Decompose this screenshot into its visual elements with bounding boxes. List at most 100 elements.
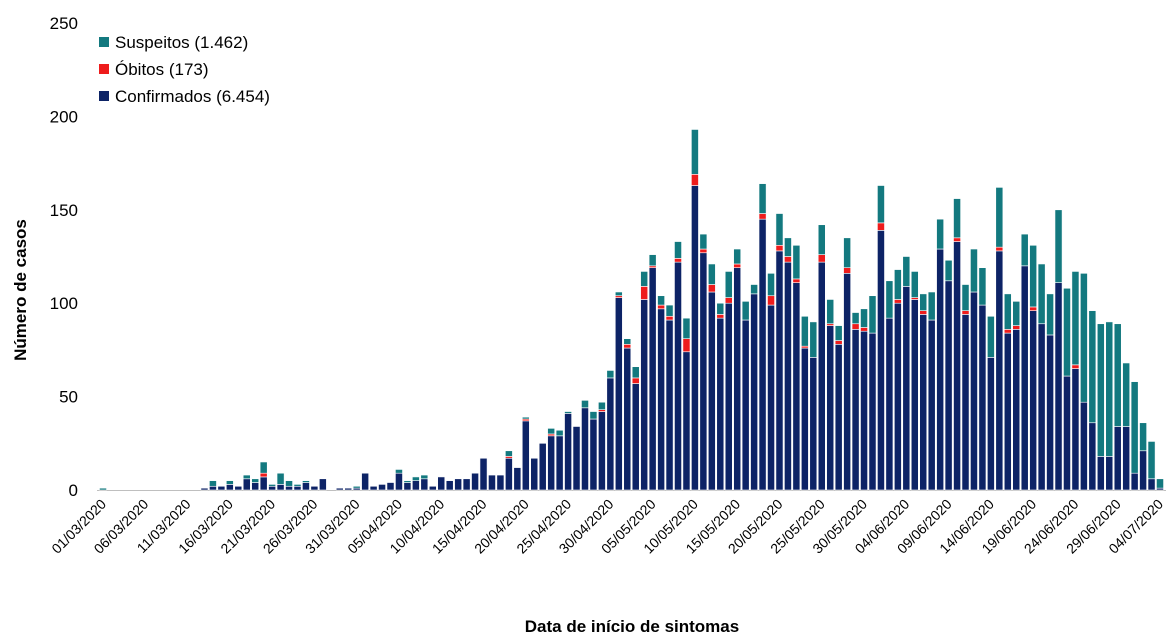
bar-segment bbox=[919, 314, 928, 491]
bar-segment bbox=[961, 314, 970, 491]
bar-segment bbox=[225, 480, 234, 485]
bar-segment bbox=[919, 293, 928, 311]
bar-segment bbox=[209, 485, 217, 491]
bar-segment bbox=[420, 478, 429, 491]
bar-segment bbox=[665, 315, 674, 321]
bar-segment bbox=[733, 263, 742, 269]
bar-segment bbox=[1029, 244, 1038, 308]
bar-segment bbox=[843, 267, 851, 274]
bar-segment bbox=[471, 472, 479, 491]
bar-segment bbox=[767, 304, 775, 491]
bar-segment bbox=[894, 269, 902, 300]
bar-segment bbox=[707, 291, 716, 491]
bar-segment bbox=[1003, 329, 1012, 334]
bar-segment bbox=[640, 299, 649, 491]
bar-segment bbox=[1088, 310, 1097, 424]
bar-segment bbox=[521, 416, 530, 420]
bar-segment bbox=[775, 213, 784, 246]
bar-segment bbox=[1037, 263, 1046, 325]
legend-swatch bbox=[99, 37, 109, 47]
bar-segment bbox=[302, 480, 310, 483]
y-tick-label: 0 bbox=[69, 481, 78, 500]
bar-segment bbox=[572, 426, 581, 491]
bar-segment bbox=[1122, 362, 1131, 427]
bar-segment bbox=[1122, 426, 1131, 491]
bar-segment bbox=[1012, 301, 1021, 326]
bar-segment bbox=[1012, 329, 1021, 491]
bar-segment bbox=[894, 299, 902, 304]
bar-segment bbox=[894, 302, 902, 491]
bar-segment bbox=[386, 482, 395, 491]
bar-segment bbox=[851, 323, 860, 330]
bar-segment bbox=[910, 299, 919, 491]
bar-segment bbox=[936, 248, 944, 491]
bar-segment bbox=[631, 377, 640, 384]
bar-segment bbox=[860, 327, 868, 332]
bar-segment bbox=[564, 411, 572, 414]
bar-segment bbox=[606, 370, 615, 379]
bar-segment bbox=[547, 435, 556, 491]
bar-segment bbox=[682, 351, 691, 491]
bar-segment bbox=[614, 291, 623, 297]
bar-segment bbox=[657, 304, 665, 310]
bar-segment bbox=[1105, 321, 1114, 457]
bar-segment bbox=[1156, 478, 1164, 489]
bar-segment bbox=[623, 338, 632, 345]
bar-segment bbox=[995, 250, 1004, 491]
bar-segment bbox=[1037, 323, 1046, 491]
bar-segment bbox=[953, 241, 961, 491]
bar-segment bbox=[758, 213, 767, 220]
bar-segment bbox=[792, 244, 801, 280]
bar-segment bbox=[1147, 441, 1156, 480]
y-tick-label: 200 bbox=[50, 107, 78, 126]
legend-swatch bbox=[99, 91, 109, 101]
bar-segment bbox=[784, 237, 792, 257]
bar-segment bbox=[614, 297, 623, 491]
bar-segment bbox=[538, 442, 547, 491]
bar-segment bbox=[987, 357, 995, 491]
bar-segment bbox=[259, 472, 268, 478]
bar-segment bbox=[792, 282, 801, 491]
bar-segment bbox=[1020, 233, 1029, 267]
bar-segment bbox=[1113, 323, 1122, 427]
bar-segment bbox=[733, 248, 742, 265]
bar-segment bbox=[817, 261, 826, 491]
bar-segment bbox=[902, 286, 911, 491]
bar-segment bbox=[657, 308, 665, 491]
bar-segment bbox=[403, 480, 412, 483]
bar-segment bbox=[699, 248, 708, 254]
bar-segment bbox=[1130, 381, 1139, 474]
bar-segment bbox=[826, 299, 835, 325]
bar-segment bbox=[767, 295, 775, 306]
bar-segment bbox=[691, 174, 699, 186]
bar-segment bbox=[631, 383, 640, 491]
bar-segment bbox=[225, 484, 234, 491]
bar-segment bbox=[285, 485, 293, 491]
bar-segment bbox=[623, 347, 632, 491]
bar-segment bbox=[276, 484, 285, 491]
bar-segment bbox=[758, 183, 767, 214]
bar-segment bbox=[733, 267, 742, 491]
bar-segment bbox=[310, 485, 319, 491]
bar-segment bbox=[978, 267, 987, 306]
bar-segment bbox=[1003, 293, 1012, 330]
bar-segment bbox=[868, 332, 877, 491]
bar-segment bbox=[834, 325, 843, 341]
bar-segment bbox=[1130, 472, 1139, 491]
bar-segment bbox=[640, 286, 649, 300]
bar-segment bbox=[885, 280, 894, 319]
bar-segment bbox=[1080, 401, 1088, 491]
bar-segment bbox=[488, 474, 496, 491]
bar-segment bbox=[961, 284, 970, 311]
bar-segment bbox=[707, 263, 716, 285]
bar-segment bbox=[775, 244, 784, 252]
bar-segment bbox=[555, 435, 564, 491]
bar-segment bbox=[910, 271, 919, 298]
bar-segment bbox=[369, 485, 378, 491]
bar-segment bbox=[268, 485, 276, 491]
bar-segment bbox=[877, 185, 885, 224]
bar-segment bbox=[1054, 209, 1063, 283]
bar-segment bbox=[1096, 323, 1105, 457]
bar-segment bbox=[1139, 422, 1147, 452]
bar-segment bbox=[843, 237, 851, 269]
